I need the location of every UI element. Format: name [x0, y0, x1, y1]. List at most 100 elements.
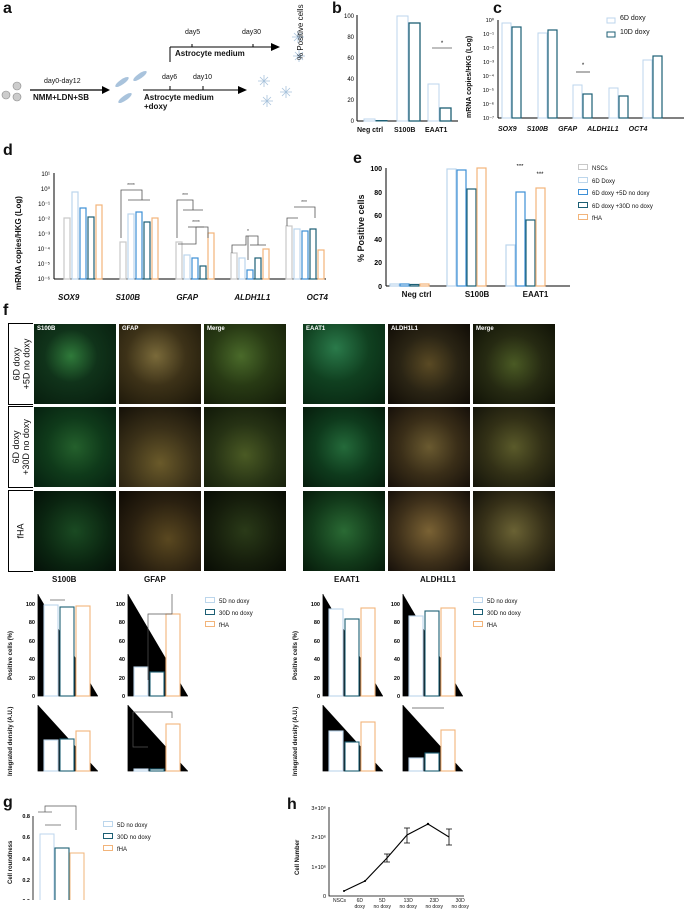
svg-text:20: 20	[347, 98, 354, 104]
legend-label: 30D no doxy	[487, 611, 521, 617]
xlabel-line: 30D	[455, 898, 465, 904]
ylabel-intensity-left: Integrated density (A.U.)	[8, 706, 14, 776]
micrograph-merge-fha	[203, 490, 287, 572]
micrograph-s100b-fha	[33, 490, 117, 572]
micrograph-gfap-30d	[118, 406, 202, 488]
legend-swatch	[473, 609, 483, 615]
panel-f-legend-left: 5D no doxy 30D no doxy fHA	[205, 596, 253, 632]
xlabel: Neg ctrl	[401, 290, 432, 299]
svg-text:10⁻⁴: 10⁻⁴	[483, 73, 495, 80]
panel-b-letter: b	[332, 0, 342, 17]
legend-label: 5D no doxy	[117, 823, 148, 829]
svg-text:20: 20	[374, 260, 382, 267]
svg-text:20: 20	[394, 676, 400, 682]
panel-e-legend: NSCs 6D Doxy 6D doxy +5D no doxy 6D doxy…	[578, 163, 653, 226]
svg-text:10⁻³: 10⁻³	[38, 232, 50, 238]
svg-text:2×10⁶: 2×10⁶	[311, 834, 326, 841]
legend-swatch	[578, 164, 588, 170]
panel-g-legend: 5D no doxy 30D no doxy fHA	[103, 820, 151, 856]
svg-text:80: 80	[347, 35, 354, 41]
svg-text:80: 80	[29, 620, 35, 626]
legend-swatch	[205, 597, 215, 603]
svg-text:60: 60	[347, 56, 354, 62]
legend-swatch	[578, 214, 588, 220]
micrograph-aldh1l1-fha	[387, 490, 471, 572]
astrocyte-icons	[228, 31, 305, 107]
legend-swatch-10d-doxy	[606, 31, 616, 38]
legend-item-nscs: NSCs	[578, 163, 653, 176]
svg-text:10¹: 10¹	[41, 172, 50, 178]
legend-item-5d: 5D no doxy	[103, 820, 151, 832]
svg-text:***: ***	[301, 200, 307, 206]
panel-d-chart: 10¹ 10⁰ 10⁻¹ 10⁻² 10⁻³ 10⁻⁴ 10⁻⁵ 10⁻⁶	[38, 172, 326, 283]
svg-text:0: 0	[317, 694, 320, 700]
graph-title-eaat1: EAAT1	[334, 575, 360, 584]
panel-c-xlabels: SOX9 S100B GFAP ALDH1L1 OCT4	[498, 126, 647, 133]
legend-item-30d: 30D no doxy	[205, 608, 253, 620]
xlabel: EAAT1	[522, 290, 549, 299]
legend-swatch	[578, 176, 588, 183]
legend-swatch	[578, 189, 588, 195]
legend-item-6d-doxy: 6D Doxy	[578, 176, 653, 189]
legend-swatch	[473, 621, 483, 627]
panel-d-letter: d	[3, 142, 13, 159]
svg-text:0: 0	[397, 694, 400, 700]
nsc-cells-icon	[1, 81, 22, 102]
xlabel: 30D no doxy	[451, 898, 469, 910]
xlabel-line: no doxy	[451, 904, 469, 910]
svg-text:60: 60	[29, 639, 35, 645]
panel-g-ylabel: Cell roundness	[8, 840, 14, 884]
panel-g-chart: 0.8 0.6 0.4 0.2 0.0	[22, 805, 85, 900]
svg-text:0.0: 0.0	[22, 899, 30, 900]
top-branch-start: day5	[185, 29, 201, 36]
row-label-5d: 6D doxy +5D no doxy	[8, 323, 34, 405]
micrograph-label: Merge	[476, 326, 494, 332]
panel-b-xlabel-negctrl: Neg ctrl	[357, 127, 384, 134]
svg-text:10⁻²: 10⁻²	[483, 46, 494, 52]
row-label-30d: 6D doxy +30D no doxy	[8, 406, 34, 488]
legend-label: fHA	[219, 623, 230, 629]
svg-text:10⁻⁵: 10⁻⁵	[38, 261, 51, 268]
xlabel: SOX9	[58, 293, 80, 302]
micrograph-label: Merge	[207, 326, 225, 332]
svg-text:20: 20	[314, 676, 320, 682]
legend-label: 30D no doxy	[219, 611, 253, 617]
legend-item-30d: 6D doxy +30D no doxy	[578, 201, 653, 214]
panel-c-chart: 10⁰ 10⁻¹ 10⁻² 10⁻³ 10⁻⁴ 10⁻⁵ 10⁻⁶ 10⁻⁷ *	[483, 17, 684, 122]
micrograph-gfap-fha	[118, 490, 202, 572]
panel-b-chart: 100 80 60 40 20 0 *	[344, 14, 458, 125]
micrograph-label: GFAP	[122, 326, 139, 332]
svg-text:0: 0	[351, 119, 355, 125]
svg-text:10⁻⁶: 10⁻⁶	[38, 276, 51, 283]
svg-text:****: ****	[192, 220, 200, 226]
micrograph-label: EAAT1	[306, 326, 326, 332]
xlabel-line: no doxy	[373, 904, 392, 910]
xlabel: GFAP	[558, 126, 578, 133]
svg-text:80: 80	[119, 620, 125, 626]
micrograph-eaat1-5d: EAAT1	[302, 323, 386, 405]
xlabel: SOX9	[498, 126, 517, 133]
xlabel: ALDH1L1	[587, 126, 619, 133]
micrograph-s100b-5d: S100B	[33, 323, 117, 405]
svg-text:100: 100	[311, 602, 320, 608]
panel-f-legend-right: 5D no doxy 30D no doxy fHA	[473, 596, 521, 632]
svg-text:***: ***	[182, 193, 188, 199]
svg-text:10⁰: 10⁰	[486, 17, 495, 24]
svg-text:3×10⁶: 3×10⁶	[311, 805, 326, 812]
top-branch-end: day30	[242, 29, 262, 36]
svg-text:10⁻³: 10⁻³	[483, 60, 494, 66]
legend-label: 6D doxy +5D no doxy	[592, 191, 650, 197]
panel-b-xlabel-s100b: S100B	[394, 127, 416, 134]
svg-text:60: 60	[314, 639, 320, 645]
graph-title-s100b: S100B	[52, 575, 77, 584]
micrograph-merge-right-30d	[472, 406, 556, 488]
svg-text:20: 20	[29, 676, 35, 682]
xlabel-line: no doxy	[399, 904, 418, 910]
xlabel-line: NSCs	[333, 898, 347, 904]
panel-c-legend-6d: 6D doxy	[620, 15, 646, 22]
svg-text:60: 60	[394, 639, 400, 645]
panel-a-letter: a	[3, 0, 12, 17]
panel-h-xlabels: NSCs 6D doxy 5D no doxy 13D no doxy 23D no d…	[333, 898, 469, 910]
xlabel-line: 6D	[356, 898, 363, 904]
svg-text:0: 0	[122, 694, 125, 700]
